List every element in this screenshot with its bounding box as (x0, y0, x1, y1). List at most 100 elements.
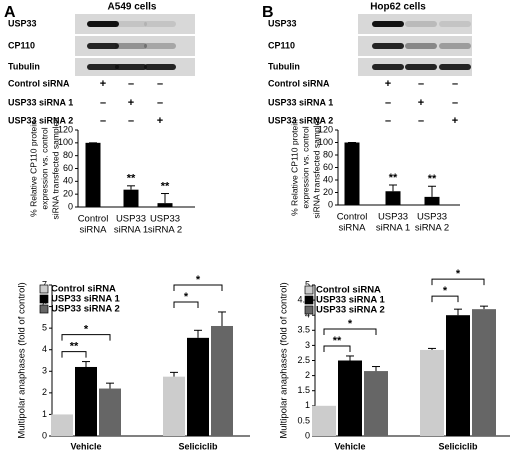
x-tick-label: Control (337, 212, 368, 223)
condition-sign: – (452, 78, 458, 90)
blot-band (372, 43, 404, 49)
condition-label: Control siRNA (8, 78, 70, 88)
blot-band (439, 64, 471, 70)
y-axis-label: siRNA transfected samples (311, 116, 321, 218)
condition-sign: – (157, 78, 163, 90)
panel-label: B (262, 4, 274, 21)
y-tick-label: 60 (63, 163, 73, 173)
y-tick-label: 3 (42, 366, 47, 376)
bar (75, 366, 97, 436)
blot-background (358, 36, 472, 56)
y-tick-label: 2.5 (297, 355, 310, 365)
significance-bracket (173, 284, 223, 291)
significance: * (348, 318, 353, 330)
condition-label: USP33 siRNA 2 (268, 115, 333, 125)
x-tick-label: siRNA 2 (415, 223, 449, 234)
significance: * (196, 274, 201, 286)
significance-bracket (61, 334, 111, 341)
blot-band (115, 43, 147, 49)
x-tick-label: Control (78, 214, 109, 225)
x-tick-label: Vehicle (70, 441, 101, 451)
y-tick-label: 2 (305, 370, 310, 380)
bar (424, 196, 440, 205)
condition-sign: + (452, 115, 458, 127)
condition-sign: + (418, 97, 424, 109)
y-tick-label: 2 (42, 387, 47, 397)
blot-band (115, 21, 147, 27)
condition-label: USP33 siRNA 1 (268, 97, 333, 107)
blot-band (144, 64, 176, 70)
significance: ** (333, 335, 342, 347)
y-tick-label: 80 (63, 150, 73, 160)
condition-sign: – (418, 115, 424, 127)
condition-sign: + (128, 97, 134, 109)
blot-row-label: Tubulin (268, 61, 300, 71)
condition-label: USP33 siRNA 2 (8, 115, 73, 125)
y-axis-label: expression vs. control (300, 126, 310, 208)
condition-sign: – (100, 115, 106, 127)
x-tick-label: USP33 (116, 214, 146, 225)
blot-band (405, 43, 437, 49)
blot-background (75, 36, 195, 56)
legend-label: USP33 siRNA 1 (316, 295, 386, 306)
x-tick-label: USP33 (150, 214, 180, 225)
y-axis-label: siRNA transfected samples (50, 117, 60, 219)
y-tick-label: 3 (305, 340, 310, 350)
bar (420, 349, 444, 436)
legend-swatch (304, 285, 314, 295)
blot-band (439, 43, 471, 49)
condition-sign: – (452, 97, 458, 109)
condition-sign: – (418, 78, 424, 90)
y-tick-label: 20 (323, 187, 333, 197)
condition-sign: – (385, 115, 391, 127)
y-tick-label: 0 (328, 199, 333, 209)
y-tick-label: 40 (323, 174, 333, 184)
significance: * (184, 291, 189, 303)
blot-row-label: CP110 (8, 40, 35, 50)
y-tick-label: 5 (305, 279, 310, 289)
bar (338, 360, 362, 436)
y-tick-label: 5 (42, 323, 47, 333)
x-tick-label: siRNA 1 (376, 223, 410, 234)
y-tick-label: 3.5 (297, 325, 310, 335)
bar (85, 142, 101, 207)
x-tick-label: USP33 (378, 212, 408, 223)
blot-band (405, 21, 437, 27)
y-tick-label: 40 (63, 176, 73, 186)
condition-sign: + (385, 78, 391, 90)
bar (157, 203, 173, 207)
legend-swatch (39, 284, 49, 294)
cell-line-title: A549 cells (108, 2, 157, 13)
condition-label: USP33 siRNA 1 (8, 97, 73, 107)
legend-swatch (39, 304, 49, 314)
y-tick-label: 80 (323, 149, 333, 159)
condition-sign: – (385, 97, 391, 109)
y-tick-label: 100 (318, 137, 333, 147)
significance: ** (70, 340, 79, 352)
legend-label: USP33 siRNA 2 (316, 305, 385, 316)
blot-band (439, 21, 471, 27)
blot-band (144, 43, 176, 49)
condition-sign: – (157, 97, 163, 109)
x-tick-label: Seliciclib (438, 441, 478, 451)
bar (344, 142, 360, 205)
significance: ** (161, 180, 170, 192)
significance-bracket (61, 351, 87, 358)
y-tick-label: 1 (42, 409, 47, 419)
bar (163, 376, 185, 436)
bar (385, 191, 401, 205)
blot-band (115, 64, 147, 70)
legend-swatch (304, 305, 314, 315)
significance: ** (389, 172, 398, 184)
legend-swatch (39, 294, 49, 304)
y-tick-label: 7 (42, 279, 47, 289)
bar (51, 414, 73, 436)
legend-label: Control siRNA (316, 285, 381, 296)
significance-bracket (323, 345, 351, 352)
cell-line-title: Hop62 cells (370, 2, 426, 13)
y-tick-label: 120 (58, 124, 73, 134)
blot-row-label: USP33 (268, 18, 297, 28)
x-tick-label: siRNA 2 (148, 225, 182, 236)
y-tick-label: 4.5 (297, 294, 310, 304)
